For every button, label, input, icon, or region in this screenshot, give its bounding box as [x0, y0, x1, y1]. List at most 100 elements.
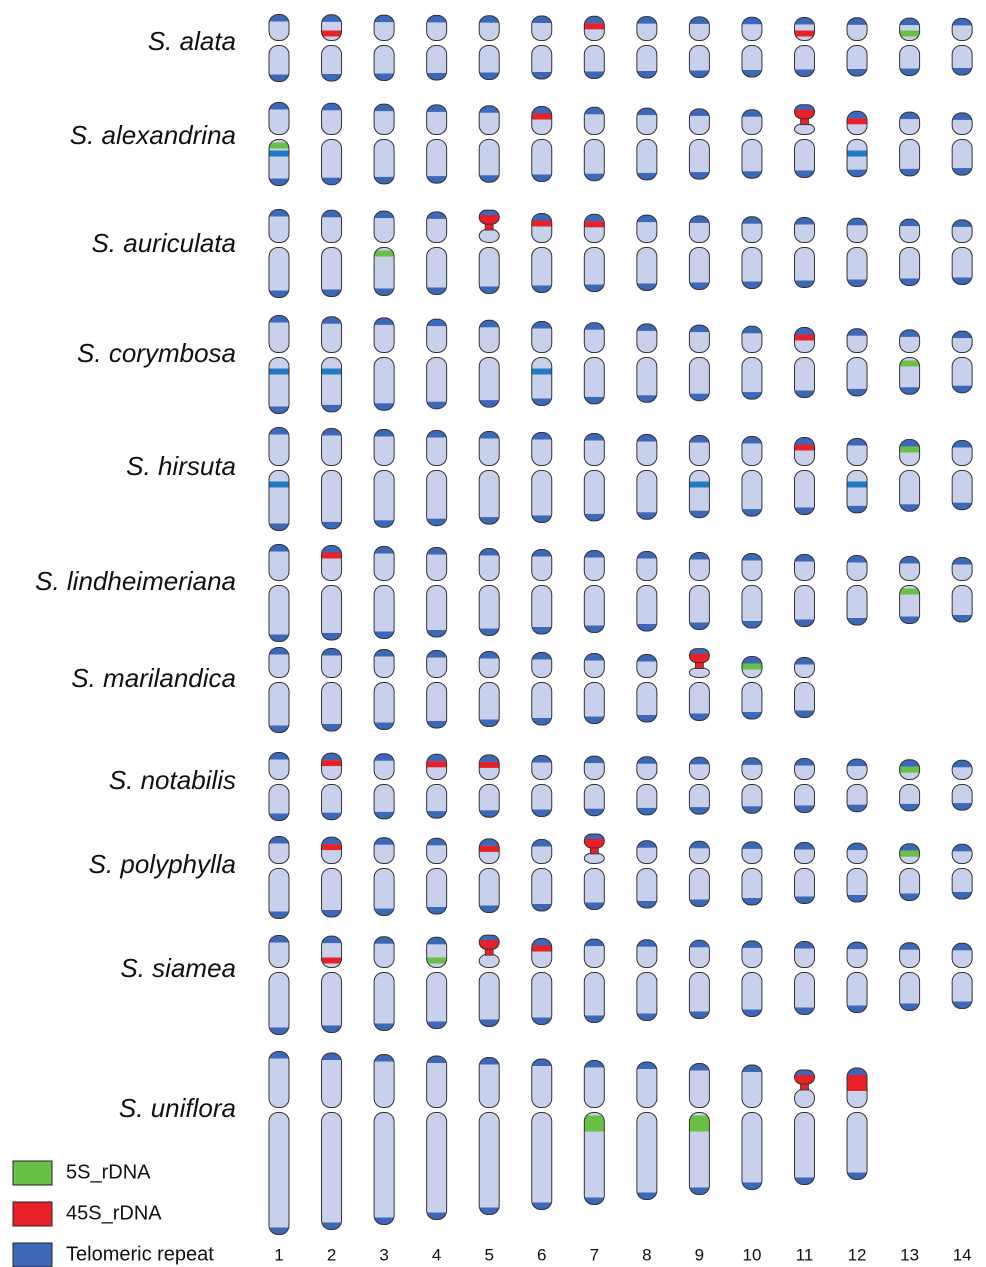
- chromosome: [900, 112, 920, 176]
- telomere: [742, 171, 762, 178]
- chromosome: [322, 103, 342, 184]
- telomere: [795, 18, 815, 25]
- arm: [847, 46, 867, 77]
- arm: [742, 17, 762, 40]
- arm: [269, 103, 289, 135]
- arm: [689, 471, 709, 518]
- arm-body: [532, 586, 552, 635]
- chromosome: [374, 754, 394, 819]
- arm: [689, 940, 709, 967]
- telomere: [742, 110, 762, 117]
- arm: [742, 842, 762, 864]
- arm: [689, 869, 709, 907]
- arm: [795, 46, 815, 77]
- arm: [427, 15, 447, 40]
- arm: [900, 358, 920, 395]
- legend-swatch: [13, 1161, 52, 1185]
- chromosome: [689, 1064, 709, 1195]
- arm-body: [269, 869, 289, 919]
- arm: [795, 869, 815, 904]
- arm-body: [322, 683, 342, 732]
- telomere: [269, 635, 289, 642]
- legend-swatch: [13, 1243, 52, 1267]
- arm: [322, 210, 342, 242]
- arm-body: [374, 358, 394, 411]
- arm: [952, 248, 972, 285]
- arm: [532, 358, 552, 406]
- chromosome: [479, 16, 499, 80]
- telomere: [689, 841, 709, 848]
- chromosome-number: 7: [590, 1245, 599, 1264]
- arm: [795, 586, 815, 627]
- arm: [637, 940, 657, 968]
- arm: [269, 648, 289, 678]
- telomere: [374, 937, 394, 944]
- arm: [742, 683, 762, 720]
- arm: [269, 316, 289, 353]
- telomere: [269, 1052, 289, 1059]
- arm: [427, 754, 447, 779]
- arm: [795, 973, 815, 1015]
- rdna-band: [584, 23, 604, 29]
- arm: [584, 434, 604, 466]
- chromosome: [900, 760, 920, 811]
- telomere: [584, 903, 604, 910]
- arm-body: [479, 471, 499, 525]
- telomere: [322, 753, 342, 760]
- telomere: [374, 430, 394, 437]
- telomere: [479, 517, 499, 524]
- chromosome: [900, 219, 920, 285]
- arm: [584, 248, 604, 292]
- arm: [479, 1058, 499, 1108]
- arm: [847, 942, 867, 967]
- telomere: [269, 814, 289, 821]
- arm: [374, 869, 394, 916]
- arm: [847, 843, 867, 863]
- arm: [584, 654, 604, 678]
- telomere: [584, 756, 604, 763]
- arm-body: [269, 683, 289, 733]
- arm: [322, 103, 342, 134]
- arm: [637, 841, 657, 864]
- chromosome: [322, 429, 342, 529]
- arm-body: [322, 586, 342, 641]
- rdna-band: [847, 1075, 867, 1091]
- telomere: [584, 626, 604, 633]
- rdna-band: [900, 447, 920, 453]
- telomere: [584, 551, 604, 558]
- telomere: [269, 210, 289, 217]
- telomere: [847, 759, 867, 766]
- chromosome: [322, 546, 342, 641]
- arm-body: [584, 973, 604, 1023]
- chromosome: [847, 329, 867, 396]
- telomere: [637, 284, 657, 291]
- chromosome: [269, 428, 289, 531]
- rdna-band: [427, 761, 447, 767]
- chromosome: [269, 1052, 289, 1235]
- telomere: [532, 107, 552, 114]
- arm: [269, 837, 289, 864]
- telomere: [374, 15, 394, 22]
- species-label: S. siamea: [120, 953, 236, 983]
- arm: [269, 140, 289, 186]
- arm: [427, 105, 447, 135]
- arm: [374, 15, 394, 40]
- chromosome: [532, 550, 552, 635]
- arm: [795, 759, 815, 780]
- arm: [322, 649, 342, 678]
- telomere: [742, 1010, 762, 1017]
- chromosome: [637, 435, 657, 520]
- telomere: [742, 758, 762, 765]
- telomere: [269, 103, 289, 110]
- arm: [479, 652, 499, 678]
- chromosome: [584, 107, 604, 180]
- arm: [374, 973, 394, 1031]
- arm: [532, 433, 552, 466]
- chromosome: [742, 217, 762, 289]
- chromosome: [322, 936, 342, 1032]
- chromosome: [269, 210, 289, 298]
- telomere: [637, 215, 657, 222]
- chromosome: [479, 755, 499, 817]
- rdna-band: [532, 946, 552, 952]
- chromosome: [374, 430, 394, 528]
